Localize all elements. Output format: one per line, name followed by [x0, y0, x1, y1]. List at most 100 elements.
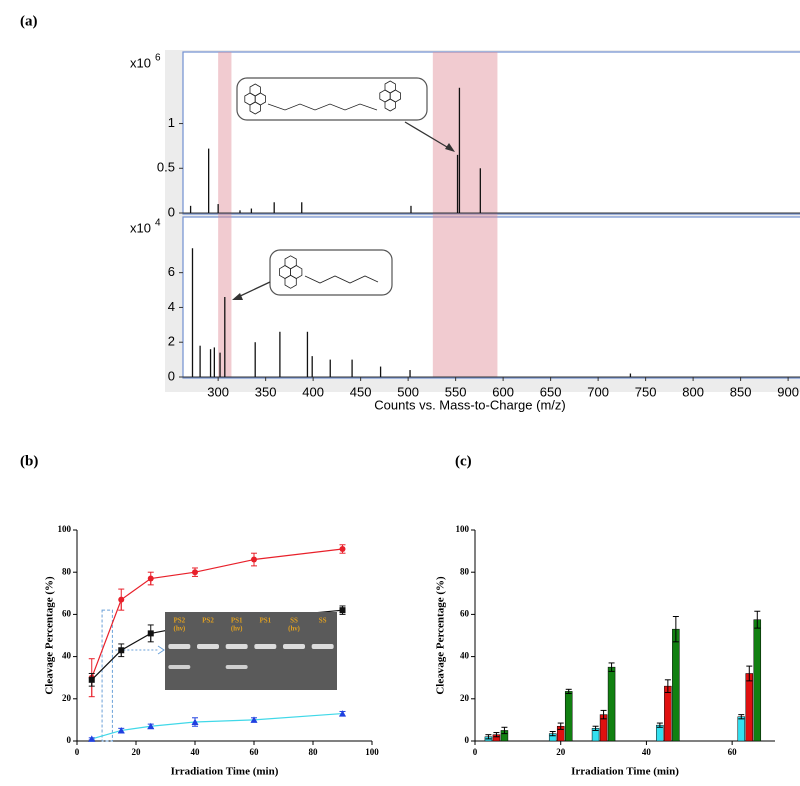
structure-arrow	[404, 121, 453, 151]
gel-lane-label: SS	[290, 617, 298, 625]
highlight-region	[218, 52, 232, 377]
y-tick-label: 100	[456, 524, 470, 534]
y-tick-label: 80	[62, 566, 72, 576]
y-tick-label: 100	[58, 524, 72, 534]
gel-lane-label: (hν)	[173, 625, 185, 633]
y-tick-label: 60	[62, 608, 72, 618]
y-tick-label: 0	[465, 735, 470, 745]
gel-lane-label: SS	[319, 617, 327, 625]
y-tick-label: 0	[168, 368, 175, 383]
series-line	[91, 548, 343, 678]
y-tick-label: 40	[460, 651, 470, 661]
y-tick-label: 0.5	[157, 160, 175, 175]
x-tick-label: 300	[207, 384, 229, 399]
x-tick-label: 450	[350, 384, 372, 399]
gel-lane-label: PS2	[173, 617, 185, 625]
gel-band	[168, 644, 191, 649]
marker	[88, 676, 95, 683]
marker	[192, 569, 198, 576]
panel-label: (a)	[20, 13, 38, 29]
bar	[564, 691, 573, 742]
marker	[339, 607, 346, 614]
structure-ring	[284, 274, 297, 289]
structure-box	[269, 249, 393, 296]
x-tick-label: 600	[492, 384, 514, 399]
x-tick-label: 80	[309, 747, 319, 757]
structure-ring	[384, 98, 396, 112]
structure-ring	[384, 80, 396, 94]
x-tick-label: 0	[75, 747, 80, 757]
y-axis-label: Cleavage Percentage (%)	[44, 576, 56, 695]
zoom-box	[101, 609, 113, 742]
structure-ring	[284, 255, 297, 270]
x-tick-label: 800	[682, 384, 704, 399]
scale-exponent: 4	[155, 218, 161, 229]
y-tick-label: 20	[460, 693, 470, 703]
marker	[117, 726, 125, 734]
x-tick-label: 700	[587, 384, 609, 399]
series-line	[91, 712, 343, 740]
bar	[664, 685, 672, 742]
y-tick-label: 6	[168, 264, 175, 279]
bar	[737, 716, 746, 742]
x-tick-label: 20	[132, 747, 142, 757]
structure-arrow-head	[232, 293, 243, 300]
x-tick-label: 500	[397, 384, 419, 399]
x-tick-label: 750	[635, 384, 657, 399]
marker	[147, 575, 154, 582]
gel-lane-label: PS1	[231, 617, 243, 625]
x-axis-label: Irradiation Time (min)	[171, 766, 279, 778]
structure-chain	[267, 103, 378, 111]
y-tick-label: 40	[62, 651, 72, 661]
scale-label: x10	[130, 55, 151, 70]
panel-label: (c)	[455, 453, 472, 469]
x-tick-label: 60	[728, 747, 738, 757]
gel-lane-label: PS2	[202, 617, 214, 625]
bar	[753, 619, 762, 742]
x-tick-label: 350	[255, 384, 277, 399]
plot-frame	[182, 216, 800, 379]
marker	[118, 647, 125, 654]
y-tick-label: 1	[168, 115, 175, 130]
gel-band	[254, 644, 277, 649]
x-tick-label: 650	[540, 384, 562, 399]
y-axis-label: Cleavage Percentage (%)	[435, 576, 447, 695]
x-tick-label: 850	[730, 384, 752, 399]
x-tick-label: 20	[556, 747, 566, 757]
x-tick-label: 100	[365, 747, 379, 757]
y-tick-label: 4	[168, 299, 175, 314]
marker	[118, 596, 125, 603]
gel-band	[197, 644, 219, 649]
structure-arrow-head	[445, 143, 455, 152]
marker	[147, 630, 154, 637]
marker	[339, 545, 346, 552]
gel-lane-label: (hν)	[288, 625, 300, 633]
gel-band	[168, 665, 191, 669]
x-tick-label: 0	[473, 747, 478, 757]
marker	[339, 710, 346, 717]
gel-image	[165, 612, 337, 690]
y-tick-label: 80	[460, 566, 470, 576]
gel-band	[225, 665, 248, 669]
gel-band	[283, 644, 305, 649]
marker	[147, 722, 155, 730]
zoom-arrow-head	[157, 645, 165, 655]
gel-lane-label: (hν)	[231, 625, 243, 633]
scale-label: x10	[130, 220, 151, 235]
marker	[250, 716, 258, 723]
structure-chain	[304, 275, 379, 284]
y-tick-label: 60	[460, 608, 470, 618]
x-axis-label: Irradiation Time (min)	[571, 766, 679, 778]
bar	[672, 628, 680, 742]
highlight-region	[432, 52, 498, 377]
gel-band	[225, 644, 248, 649]
x-tick-label: 40	[642, 747, 652, 757]
structure-ring	[249, 83, 261, 97]
panel-label: (b)	[20, 453, 38, 469]
y-tick-label: 20	[62, 693, 72, 703]
bar	[745, 673, 754, 742]
marker	[251, 556, 257, 563]
scale-exponent: 6	[155, 53, 161, 64]
x-tick-label: 900	[777, 384, 799, 399]
